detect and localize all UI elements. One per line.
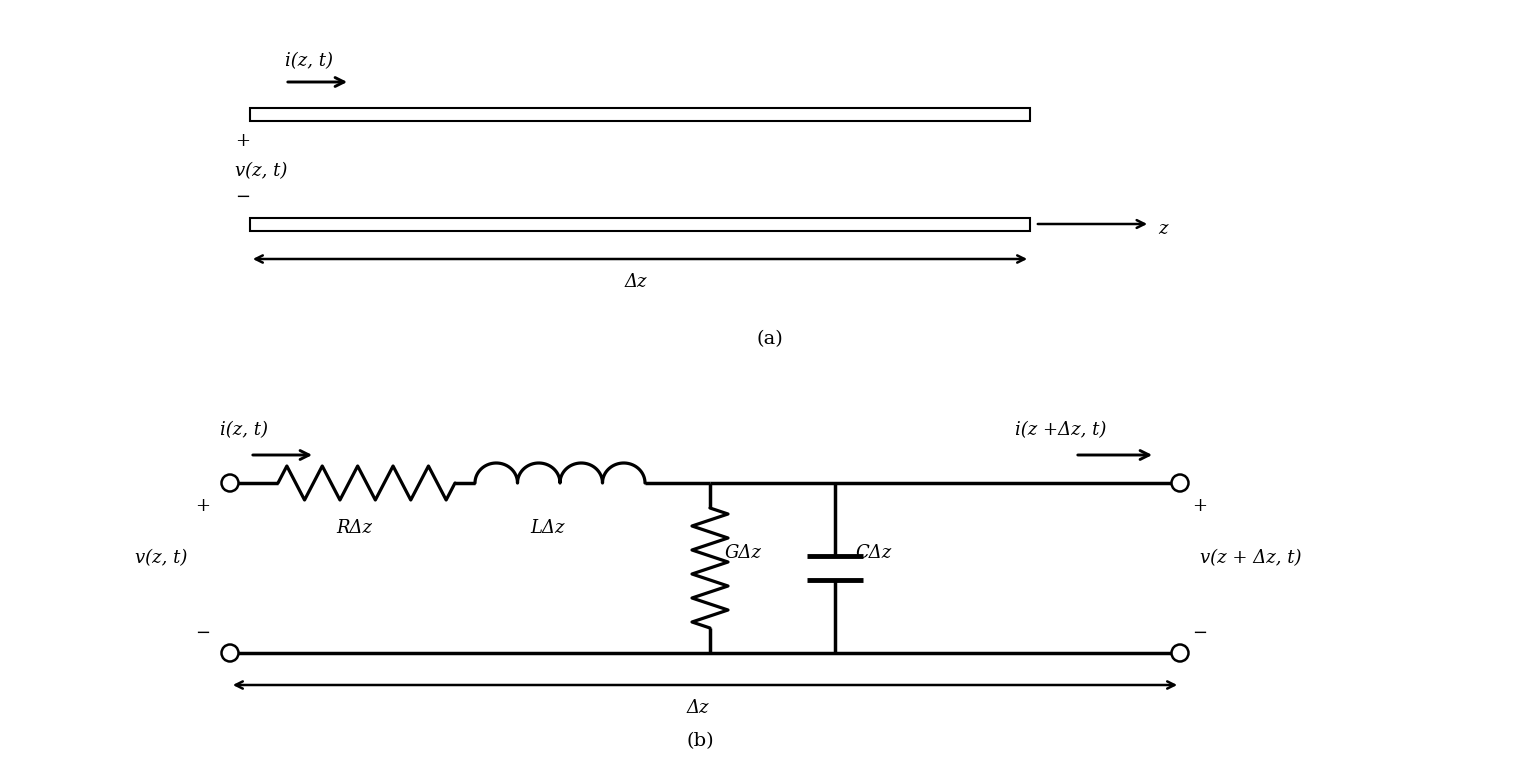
Text: +: + [1192,497,1207,515]
Text: CΔz: CΔz [855,544,891,562]
Text: LΔz: LΔz [531,519,564,537]
Text: +: + [195,497,211,515]
Text: RΔz: RΔz [337,519,372,537]
Text: i(z +Δz, t): i(z +Δz, t) [1015,421,1106,439]
Text: (b): (b) [686,732,714,750]
Bar [251,218,1030,230]
Text: i(z, t): i(z, t) [285,52,334,70]
Text: −: − [235,188,251,206]
Bar [251,108,1030,121]
Text: v(z, t): v(z, t) [135,549,188,567]
Text: v(z, t): v(z, t) [235,162,288,180]
Text: −: − [1192,624,1207,642]
Text: z: z [1158,220,1167,238]
Text: GΔz: GΔz [724,544,761,562]
Text: −: − [195,624,211,642]
Text: Δz: Δz [624,273,647,291]
Text: v(z + Δz, t): v(z + Δz, t) [1200,549,1301,567]
Text: i(z, t): i(z, t) [220,421,268,439]
Text: Δz: Δz [687,699,709,717]
Text: +: + [235,132,251,150]
Text: (a): (a) [757,330,783,348]
